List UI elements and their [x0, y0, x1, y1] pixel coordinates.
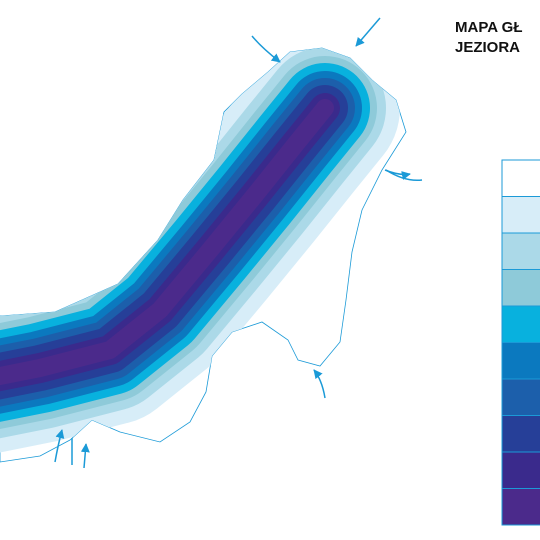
inflows [54, 17, 423, 469]
depth-zone [0, 99, 334, 389]
legend-swatch [501, 196, 540, 234]
legend-swatch [501, 159, 540, 197]
legend-swatch [501, 305, 540, 343]
title-line: JEZIORA [455, 39, 520, 56]
legend-swatch [501, 415, 540, 453]
legend-swatch [501, 342, 540, 380]
lake [0, 47, 407, 463]
legend-swatch [501, 232, 540, 270]
legend [501, 159, 540, 526]
title-line: MAPA GŁ [455, 19, 523, 36]
legend-swatch [501, 378, 540, 416]
legend-swatch [501, 451, 540, 489]
legend-swatch [501, 269, 540, 307]
legend-swatch [501, 488, 540, 526]
